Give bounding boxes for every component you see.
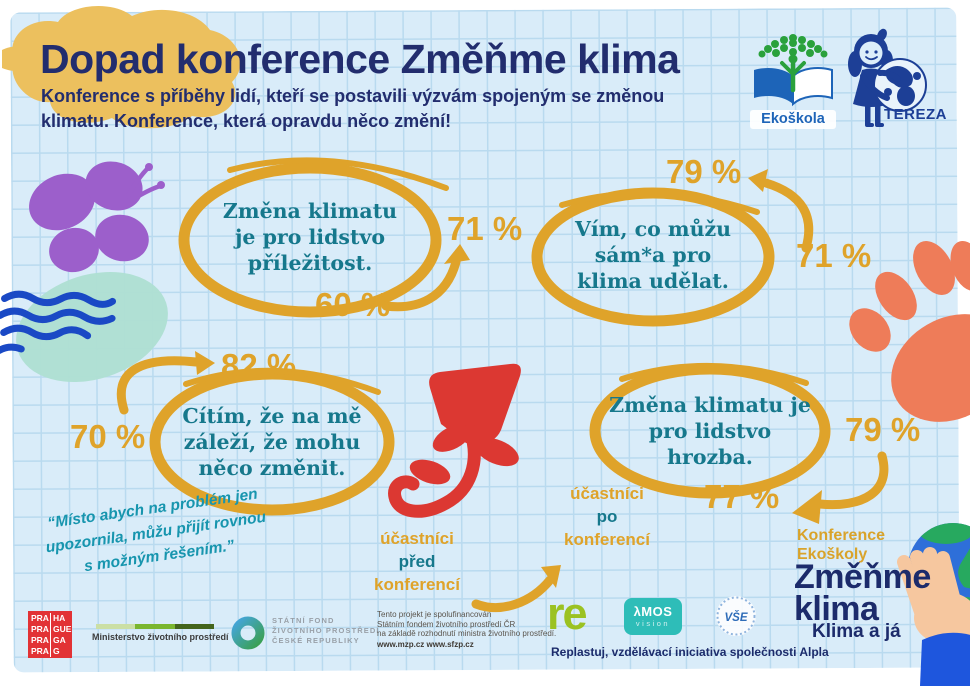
stat-3-line-2: záleží, že mohu [183, 430, 361, 454]
prague-r3c2: GA [53, 635, 66, 645]
brand-title-line-1: Změňme [794, 558, 931, 596]
amos-subtitle: vision [635, 619, 671, 628]
funding-line-1: Tento projekt je spolufinancován [377, 610, 492, 619]
stat-3-line-3: něco změnit. [198, 456, 346, 480]
legend-before-line-3: konferencí [374, 575, 460, 594]
vse-logo-icon: VŠE [716, 596, 756, 636]
prague-r1c2: HA [53, 613, 66, 623]
ministry-label: Ministerstvo životního prostředí [92, 632, 229, 642]
stat-4-before-value: 79 % [845, 411, 921, 448]
stat-statement-3: Cítím, že na mě záleží, že mohu něco změ… [152, 403, 392, 481]
stat-statement-4: Změna klimatu je pro lidstvo hrozba. [590, 392, 830, 470]
yellow-blob-icon [2, 5, 241, 129]
waves-icon [0, 290, 117, 354]
stat-ovals [149, 157, 831, 516]
funding-links: www.mzp.cz www.sfzp.cz [377, 639, 474, 649]
stat-2-after-value: 79 % [666, 153, 742, 190]
brand-kicker-line-2: Ekoškoly [797, 546, 868, 563]
tereza-logo-label: TEREZA [884, 106, 947, 123]
stat-2-line-1: Vím, co můžu [574, 217, 732, 241]
ekoskola-logo-icon [754, 34, 833, 107]
prague-logo: PRA HA PRA GUE PRA GA PRA G [28, 611, 72, 658]
prague-r4c1: PRA [28, 646, 51, 657]
legend-after-line-3: konferencí [564, 530, 650, 549]
sfzp-logo-icon [231, 616, 265, 650]
brand-title-line-2: klima [794, 590, 879, 628]
subtitle-line-1: Konference s příběhy lidí, kteří se post… [41, 86, 665, 106]
sfzp-line-1: STÁTNÍ FOND [272, 616, 335, 625]
butterfly-icon [29, 161, 165, 273]
ekoskola-logo-label: Ekoškola [750, 110, 836, 129]
legend-before-line-1: účastníci [380, 529, 454, 548]
stat-4-after-value: 77 % [704, 478, 780, 515]
stat-3-line-1: Cítím, že na mě [182, 404, 362, 428]
stat-4-line-1: Změna klimatu je [609, 393, 811, 417]
legend-after-line-1: účastníci [570, 484, 644, 503]
ministry-logo: Ministerstvo životního prostředí [92, 624, 229, 642]
prague-r2c2: GUE [53, 624, 72, 634]
sfzp-logo-text: STÁTNÍ FOND ŽIVOTNÍHO PROSTŘEDÍ ČESKÉ RE… [272, 616, 380, 646]
stat-3-before-value: 70 % [70, 418, 146, 455]
stat-1-after-value: 71 % [447, 210, 523, 247]
amos-title: λMOS [633, 604, 673, 619]
brand-kicker-line-1: Konference [797, 527, 886, 544]
brand-subtitle: Klima a já [812, 621, 901, 642]
prague-r1c1: PRA [28, 613, 51, 624]
stat-statement-2: Vím, co můžu sám*a pro klima udělat. [533, 216, 773, 294]
stat-arrowheads [195, 169, 822, 588]
legend-after-conference: účastníci po konferencí [532, 482, 682, 551]
sfzp-line-2: ŽIVOTNÍHO PROSTŘEDÍ [272, 626, 380, 635]
prague-r2c1: PRA [28, 624, 51, 635]
legend-before-conference: účastníci před konferencí [342, 527, 492, 596]
stat-2-line-2: sám*a pro [594, 243, 712, 267]
prague-r3c1: PRA [28, 635, 51, 646]
stat-2-before-value: 71 % [796, 237, 872, 274]
subtitle-line-2: klimatu. Konference, která opravdu něco … [41, 111, 452, 131]
sfzp-line-3: ČESKÉ REPUBLIKY [272, 636, 360, 645]
funding-line-2: Státním fondem životního prostředí ČR [377, 619, 516, 629]
stat-statement-1: Změna klimatu je pro lidstvo příležitost… [190, 198, 430, 276]
stat-1-line-2: je pro lidstvo [234, 225, 386, 249]
prague-r4c2: G [53, 646, 60, 656]
legend-after-line-2: po [596, 507, 618, 526]
page-title: Dopad konference Změňme klima [40, 36, 680, 82]
tulip-icon [388, 363, 521, 518]
stat-4-line-3: hrozba. [667, 445, 753, 469]
handprint-icon [849, 240, 970, 422]
replastuj-credit: Replastuj, vzdělávací iniciativa společn… [551, 645, 829, 659]
tereza-logo-icon [848, 28, 927, 127]
funding-line-3: na základě rozhodnutí ministra životního… [377, 629, 557, 638]
stat-arrows [116, 178, 889, 612]
ekoskola-tree-canopy [758, 34, 828, 58]
hand-globe-icon [897, 523, 970, 686]
stat-2-line-3: klima udělat. [577, 269, 729, 293]
amos-vision-logo: λMOS vision [624, 598, 682, 635]
vse-logo-label: VŠE [724, 611, 747, 624]
stat-1-line-3: příležitost. [247, 251, 373, 275]
funding-note: Tento projekt je spolufinancován Státním… [377, 610, 556, 649]
ministry-bars-icon [96, 624, 214, 629]
stat-1-before-value: 60 % [315, 286, 391, 323]
legend-before-line-2: před [398, 552, 436, 571]
stat-1-line-1: Změna klimatu [222, 199, 398, 223]
stat-3-after-value: 82 % [221, 347, 297, 384]
stat-4-line-2: pro lidstvo [648, 419, 772, 443]
re-logo: re [547, 588, 588, 639]
